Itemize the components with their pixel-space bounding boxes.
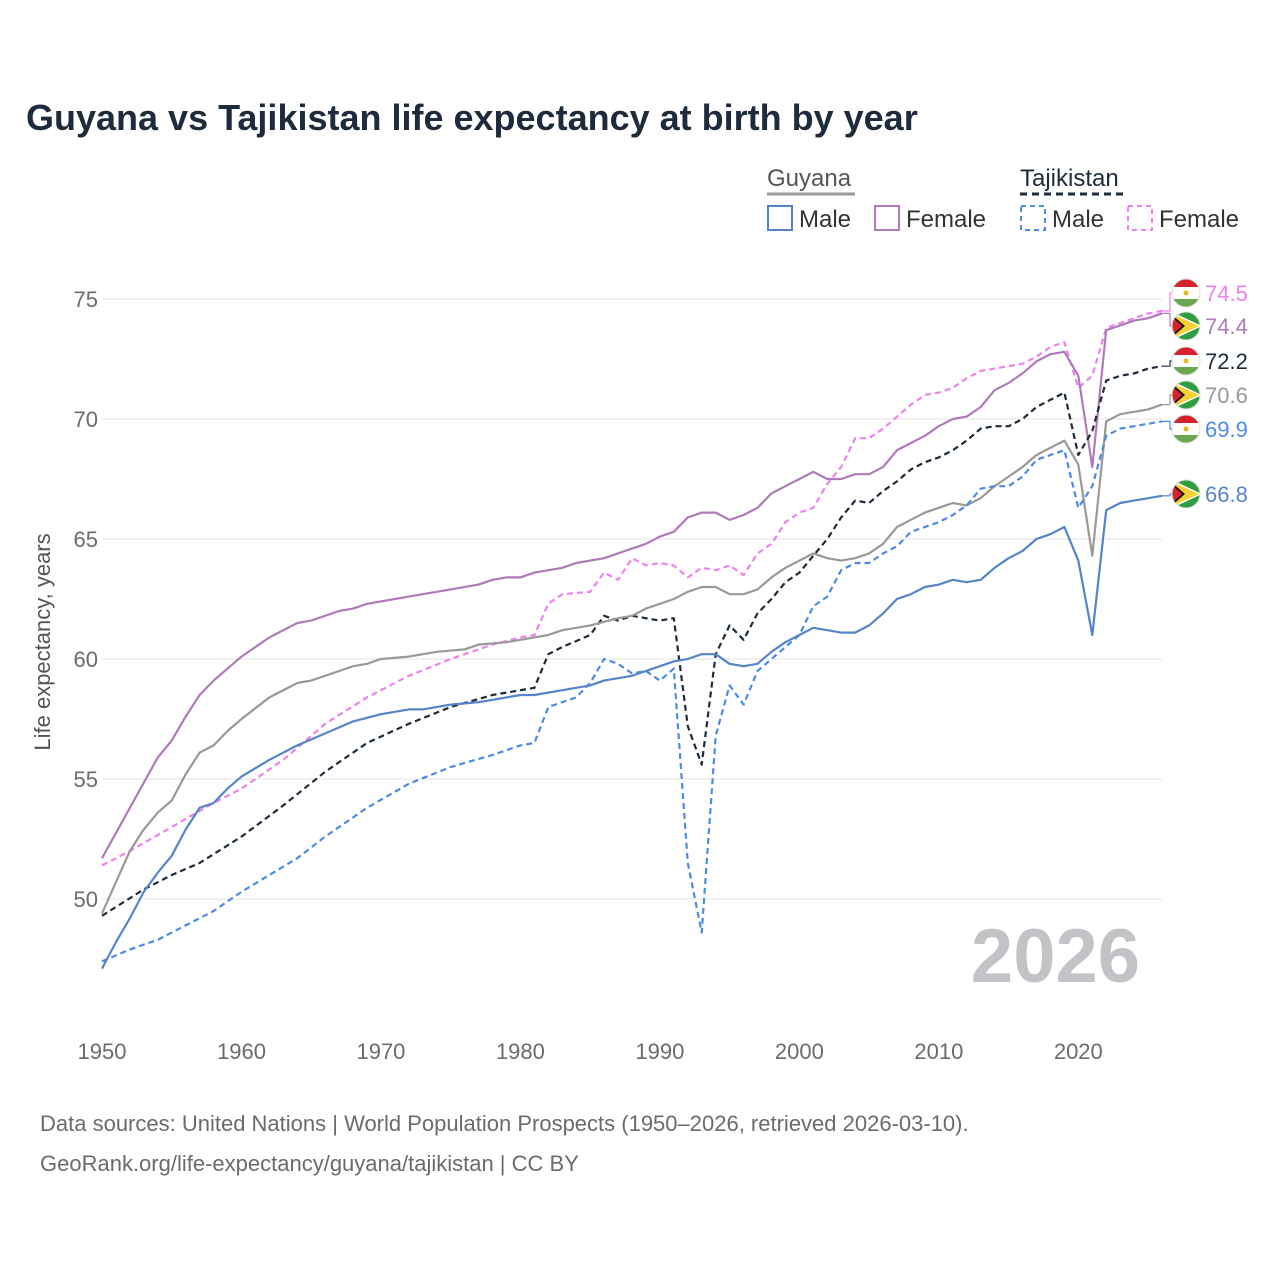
y-tick-label: 50 [74,887,98,912]
x-tick-label: 1950 [78,1039,127,1064]
connector-3 [1162,394,1172,406]
end-label-value: 70.6 [1205,383,1248,408]
series-line-tajikistan-female [101,309,1163,867]
legend-group-tajikistan: Tajikistan [1020,165,1119,192]
legend-swatch-tajikistan-male [1020,205,1046,231]
end-label-value: 74.4 [1205,314,1248,339]
legend-swatch-guyana-female [874,205,900,231]
series-line-guyana-total [100,403,1163,914]
source-line-1: Data sources: United Nations | World Pop… [40,1111,969,1136]
series-line-tajikistan-total [101,365,1163,917]
legend-label-guyana-female: Female [906,206,986,233]
y-tick-label: 70 [74,407,98,432]
year-watermark: 2026 [971,914,1140,999]
end-label-value: 66.8 [1205,482,1248,507]
legend: Guyana Tajikistan Male Female Male Femal… [767,165,1239,233]
x-tick-label: 1980 [496,1039,545,1064]
end-label-connectors [1162,292,1172,497]
connector-4 [1162,420,1172,430]
end-label-value: 69.9 [1205,417,1248,442]
series-lines [100,309,1163,970]
legend-swatch-guyana-male [767,205,793,231]
guyana-flag-icon [1171,311,1201,341]
connector-0 [1162,292,1172,312]
legend-swatch-tajikistan-female [1127,205,1153,231]
gridlines [102,298,1162,900]
end-label-value: 74.5 [1205,281,1248,306]
series-line-guyana-male [101,494,1163,970]
y-axis-ticks: 50 55 60 65 70 75 [74,287,98,912]
connector-1 [1162,312,1172,327]
y-tick-label: 60 [74,647,98,672]
series-line-guyana-female [101,312,1163,859]
series-line-tajikistan-male [101,420,1163,963]
tajikistan-flag-icon [1171,346,1201,376]
x-tick-label: 2020 [1054,1039,1103,1064]
tajikistan-flag-icon [1171,278,1201,308]
connector-5 [1162,493,1172,497]
y-tick-label: 55 [74,767,98,792]
legend-label-guyana-male: Male [799,206,851,233]
end-labels: 74.5 74.4 72.2 70.6 69.9 66.8 [1171,278,1248,509]
y-tick-label: 65 [74,527,98,552]
legend-label-tajikistan-female: Female [1159,206,1239,233]
guyana-flag-icon [1171,479,1201,509]
legend-group-guyana: Guyana [767,165,852,192]
x-axis-ticks: 1950 1960 1970 1980 1990 2000 2010 2020 [78,1039,1103,1064]
x-tick-label: 2000 [775,1039,824,1064]
legend-label-tajikistan-male: Male [1052,206,1104,233]
guyana-flag-icon [1171,380,1201,410]
tajikistan-flag-icon [1171,414,1201,444]
y-axis-label: Life expectancy, years [30,533,55,750]
x-tick-label: 1970 [356,1039,405,1064]
x-tick-label: 1960 [217,1039,266,1064]
end-label-value: 72.2 [1205,349,1248,374]
x-tick-label: 2010 [914,1039,963,1064]
y-tick-label: 75 [74,287,98,312]
chart-title: Guyana vs Tajikistan life expectancy at … [26,97,918,138]
source-line-2: GeoRank.org/life-expectancy/guyana/tajik… [40,1151,579,1176]
connector-2 [1162,360,1172,367]
x-tick-label: 1990 [635,1039,684,1064]
